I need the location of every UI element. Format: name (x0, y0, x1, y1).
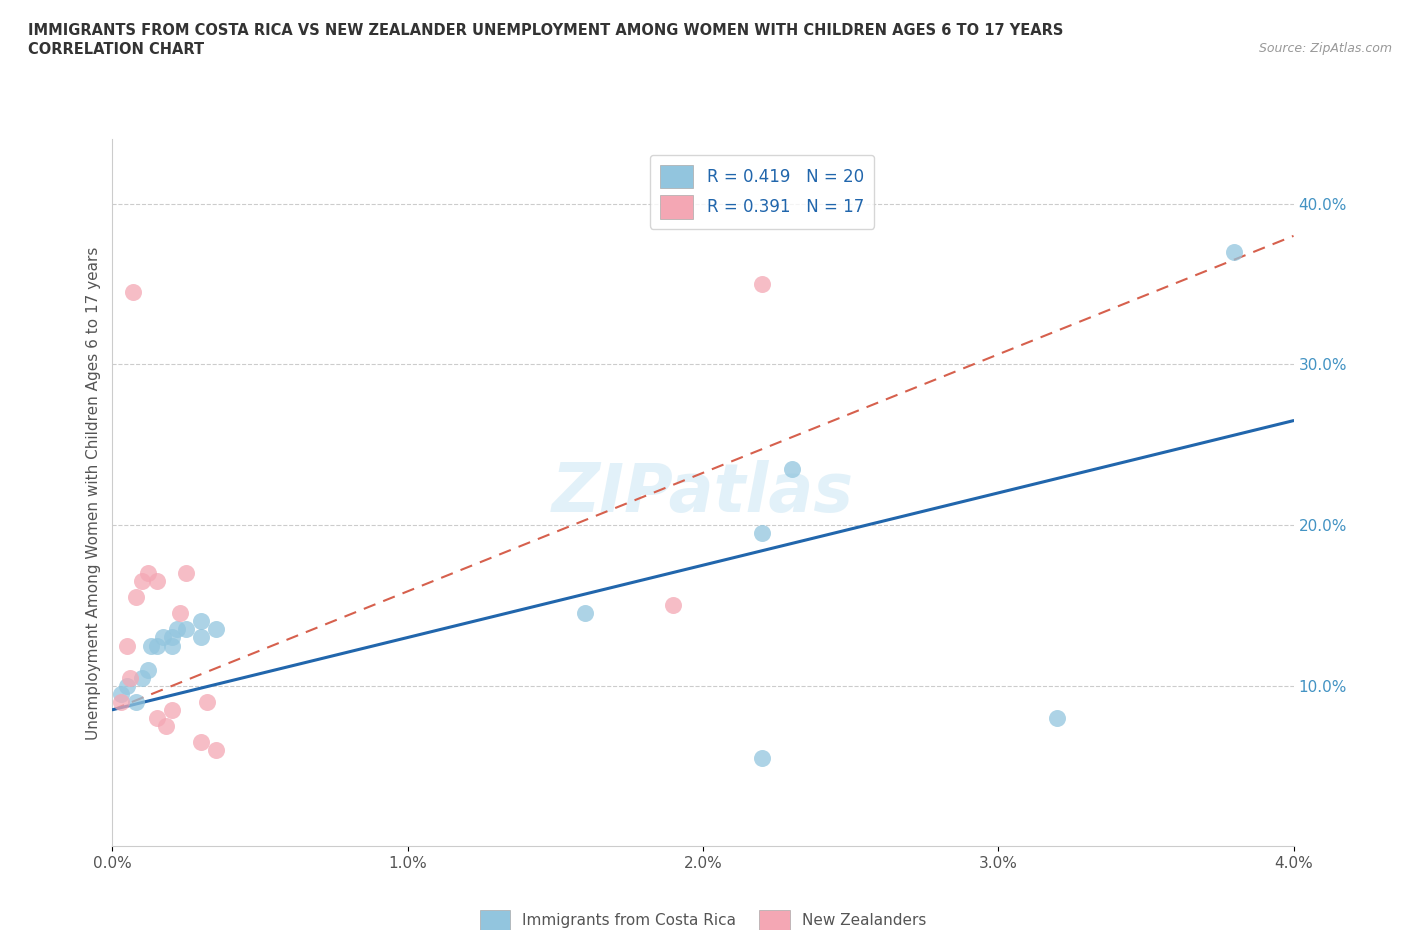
Point (751, 276, 773, 291)
Point (117, 678, 138, 693)
Point (574, 606, 596, 621)
Y-axis label: Unemployment Among Women with Children Ages 6 to 17 years: Unemployment Among Women with Children A… (86, 246, 101, 739)
Point (139, 638, 162, 653)
Point (160, 630, 183, 644)
Point (146, 638, 169, 653)
Point (155, 718, 177, 733)
Text: Source: ZipAtlas.com: Source: ZipAtlas.com (1258, 42, 1392, 55)
Point (751, 525, 773, 540)
Point (146, 711, 169, 725)
Point (131, 574, 153, 589)
Point (190, 630, 212, 644)
Point (136, 662, 159, 677)
Point (122, 285, 145, 299)
Point (662, 598, 685, 613)
Point (160, 638, 183, 653)
Point (146, 574, 169, 589)
Point (174, 622, 197, 637)
Point (1046, 711, 1069, 725)
Legend: Immigrants from Costa Rica, New Zealanders: Immigrants from Costa Rica, New Zealande… (474, 903, 932, 930)
Point (136, 565, 159, 580)
Point (190, 735, 212, 750)
Point (205, 742, 228, 757)
Point (131, 671, 153, 685)
Point (190, 614, 212, 629)
Point (152, 630, 174, 644)
Point (1223, 245, 1246, 259)
Point (110, 695, 132, 710)
Text: IMMIGRANTS FROM COSTA RICA VS NEW ZEALANDER UNEMPLOYMENT AMONG WOMEN WITH CHILDR: IMMIGRANTS FROM COSTA RICA VS NEW ZEALAN… (28, 23, 1063, 38)
Text: CORRELATION CHART: CORRELATION CHART (28, 42, 204, 57)
Point (174, 565, 197, 580)
Point (166, 622, 188, 637)
Point (117, 638, 138, 653)
Point (751, 751, 773, 765)
Point (120, 671, 142, 685)
Point (110, 686, 132, 701)
Point (160, 702, 183, 717)
Point (195, 695, 218, 710)
Point (125, 695, 148, 710)
Point (205, 622, 228, 637)
Point (780, 461, 803, 476)
Text: ZIPatlas: ZIPatlas (553, 460, 853, 525)
Point (169, 606, 191, 621)
Point (125, 590, 148, 604)
